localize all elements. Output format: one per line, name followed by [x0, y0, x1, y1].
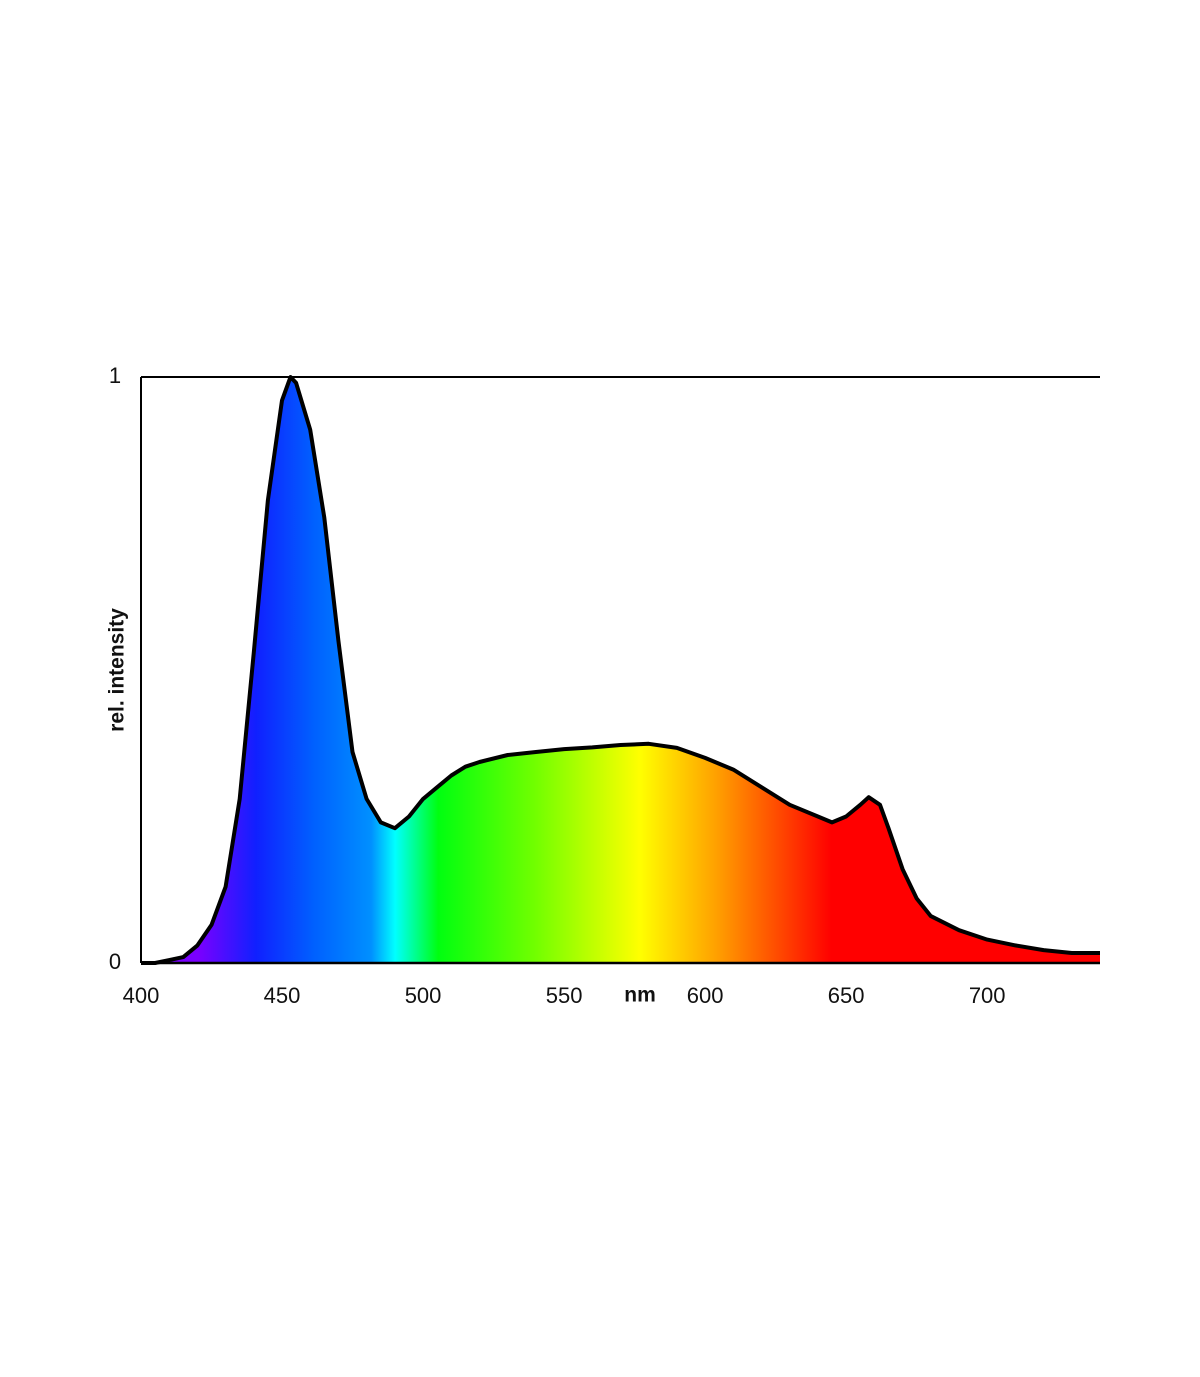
y-axis-title: rel. intensity [106, 608, 129, 732]
spectrum-line [141, 375, 1100, 965]
x-tick-label: 700 [969, 983, 1006, 1008]
x-tick-label: 400 [123, 983, 160, 1008]
y-tick-label: 0 [109, 949, 121, 974]
x-axis-title: nm [624, 984, 656, 1007]
x-tick-label: 450 [264, 983, 301, 1008]
x-tick-label: 600 [687, 983, 724, 1008]
area-fill [141, 377, 1100, 963]
x-tick-label: 650 [828, 983, 865, 1008]
x-tick-label: 500 [405, 983, 442, 1008]
x-tick-label: 550 [546, 983, 583, 1008]
y-tick-label: 1 [109, 363, 121, 388]
